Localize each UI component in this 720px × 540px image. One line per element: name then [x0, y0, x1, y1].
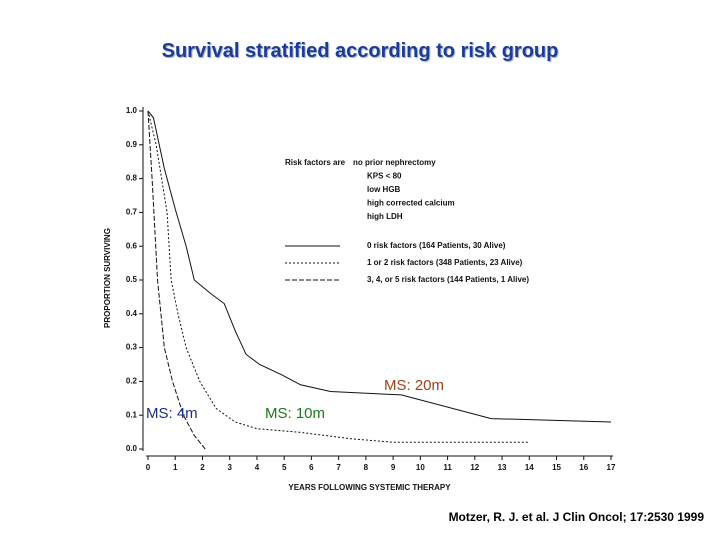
x-tick-label: 15: [552, 463, 561, 472]
annotation: MS: 10m: [265, 405, 325, 422]
x-tick-label: 10: [416, 463, 425, 472]
survival-curve: [147, 110, 206, 450]
annotation: MS: 4m: [146, 405, 198, 422]
x-tick-label: 2: [200, 463, 205, 472]
x-tick-label: 6: [309, 463, 314, 472]
x-tick-label: 9: [391, 463, 396, 472]
citation: Motzer, R. J. et al. J Clin Oncol; 17:25…: [448, 510, 704, 524]
x-tick-label: 12: [470, 463, 479, 472]
legend-label: 0 risk factors (164 Patients, 30 Alive): [367, 241, 506, 250]
y-tick-label: 0.2: [126, 377, 138, 386]
x-axis-label: YEARS FOLLOWING SYSTEMIC THERAPY: [288, 483, 451, 492]
y-tick-label: 0.7: [126, 208, 138, 217]
x-tick-label: 4: [255, 463, 260, 472]
risk-factor: KPS < 80: [367, 172, 402, 181]
legend-title: Risk factors are: [285, 158, 346, 167]
x-tick-label: 7: [336, 463, 341, 472]
legend-label: 1 or 2 risk factors (348 Patients, 23 Al…: [367, 258, 523, 267]
y-tick-label: 0.3: [126, 343, 138, 352]
x-tick-label: 11: [443, 463, 452, 472]
x-tick-label: 3: [227, 463, 232, 472]
legend-label: 3, 4, or 5 risk factors (144 Patients, 1…: [367, 275, 529, 284]
survival-curve: [147, 110, 612, 423]
risk-factor: low HGB: [367, 185, 401, 194]
y-axis-label: PROPORTION SURVIVING: [103, 228, 112, 328]
x-tick-label: 17: [607, 463, 616, 472]
risk-factor: high corrected calcium: [367, 199, 455, 208]
x-tick-label: 5: [282, 463, 287, 472]
y-tick-label: 0.5: [126, 275, 138, 284]
annotation: MS: 20m: [384, 377, 444, 394]
x-tick-label: 14: [525, 463, 534, 472]
risk-factor: high LDH: [367, 212, 403, 221]
y-tick-label: 0.4: [126, 309, 138, 318]
x-tick-label: 13: [498, 463, 507, 472]
risk-factor: no prior nephrectomy: [353, 158, 436, 167]
x-tick-label: 8: [364, 463, 369, 472]
y-tick-label: 0.1: [126, 410, 138, 419]
survival-curve: [147, 110, 530, 443]
y-tick-label: 1.0: [126, 106, 138, 115]
slide-title: Survival stratified according to risk gr…: [161, 40, 559, 62]
x-tick-label: 1: [173, 463, 178, 472]
y-tick-label: 0.8: [126, 174, 138, 183]
y-tick-label: 0.9: [126, 140, 138, 149]
x-tick-label: 16: [579, 463, 588, 472]
y-tick-label: 0.6: [126, 241, 138, 250]
y-tick-label: 0.0: [126, 444, 138, 453]
x-tick-label: 0: [146, 463, 151, 472]
